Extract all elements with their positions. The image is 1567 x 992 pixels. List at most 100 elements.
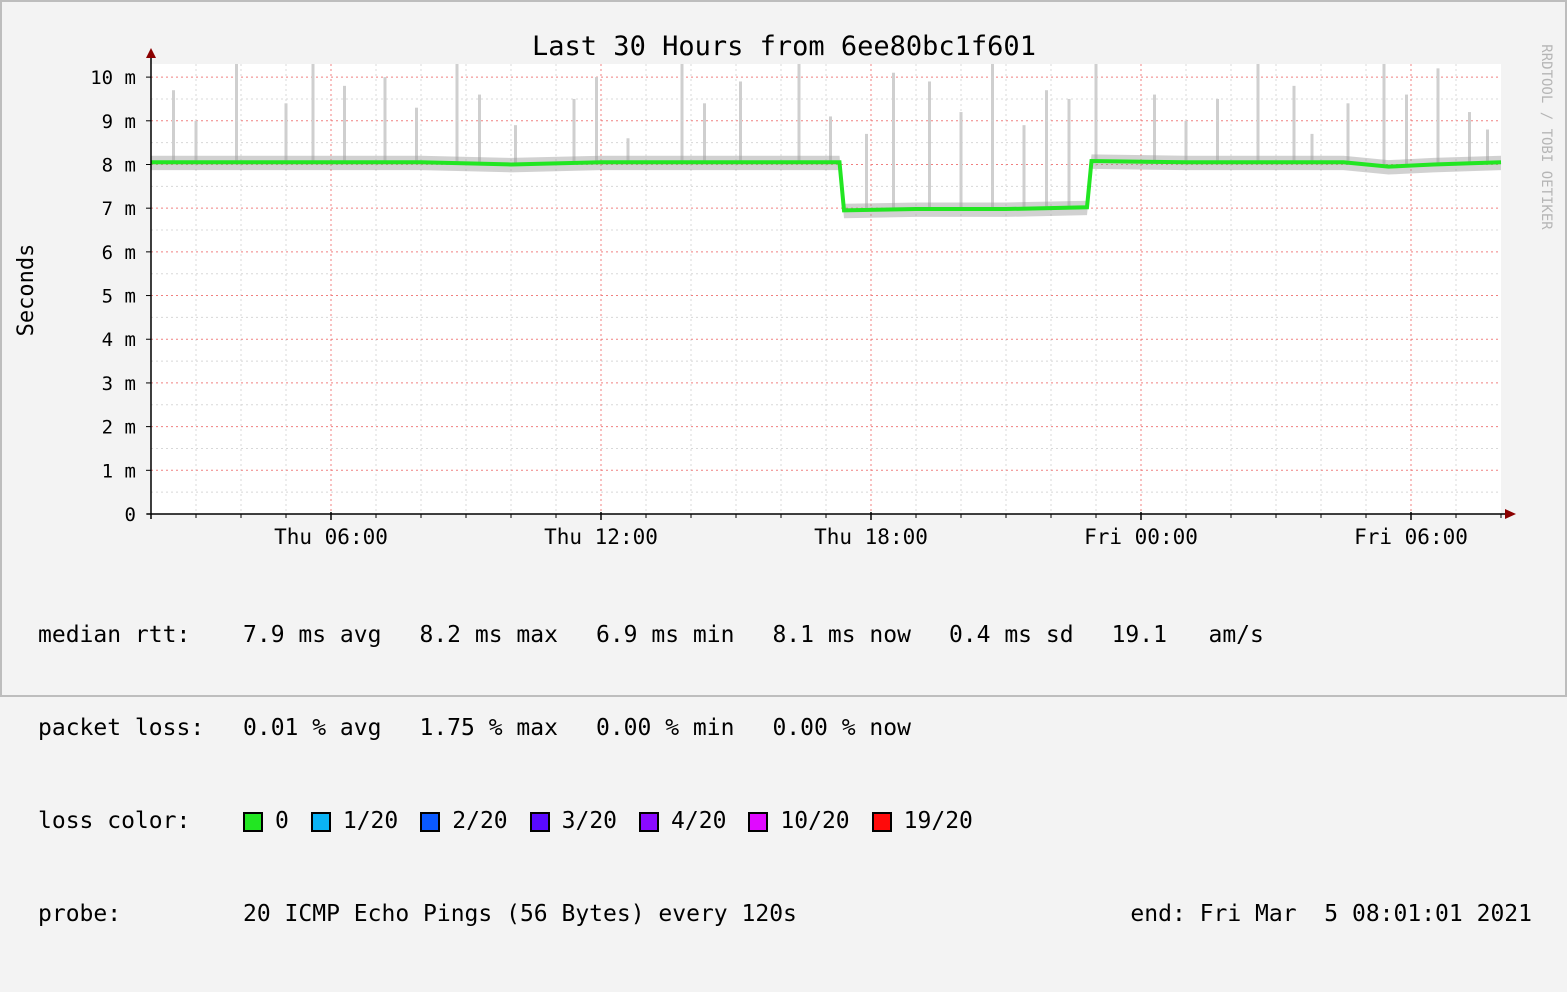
watermark: RRDTOOL / TOBI OETIKER <box>1538 44 1554 230</box>
rtt-spike <box>829 116 832 163</box>
loss-color-value: 2/20 <box>452 808 508 834</box>
loss-color-swatch <box>748 811 769 832</box>
rtt-spike <box>172 90 175 163</box>
median-rtt-amps: 19.1 am/s <box>1111 622 1264 648</box>
x-tick-label: Thu 12:00 <box>544 525 658 549</box>
x-tick-labels: Thu 06:00 Thu 12:00 Thu 18:00 Fri 00:00 Fri … <box>274 525 1468 549</box>
legend-probe: probe: 20 ICMP Echo Pings (56 Bytes) eve… <box>38 899 1532 930</box>
y-tick-label: 7 m <box>102 198 136 220</box>
median-rtt-label: median rtt: <box>38 622 191 648</box>
axes <box>146 48 1516 520</box>
loss-color-label: loss color: <box>38 808 191 834</box>
rtt-spike <box>1256 64 1260 163</box>
x-tick-label: Fri 06:00 <box>1354 525 1468 549</box>
loss-color-swatch <box>871 811 892 832</box>
loss-color-item: 4/20 <box>639 806 726 837</box>
rtt-spike <box>1094 64 1098 162</box>
probe-label: probe: <box>38 901 122 927</box>
rtt-spike <box>739 81 742 163</box>
rtt-spike <box>478 94 481 164</box>
rtt-spike <box>455 64 459 164</box>
loss-color-item: 0 <box>243 806 289 837</box>
rtt-spike <box>383 77 387 163</box>
end-time: end: Fri Mar 5 08:01:01 2021 <box>1130 901 1532 927</box>
chart-frame: 0 1 m 2 m 3 m 4 m 5 m 6 m 7 m 8 m 9 m 10 m Thu 06:… <box>0 0 1567 927</box>
y-tick-label: 4 m <box>102 329 136 351</box>
loss-color-value: 10/20 <box>780 808 850 834</box>
rtt-spike <box>1216 98 1219 163</box>
x-tick-label: Thu 18:00 <box>814 525 928 549</box>
y-tick-label: 10 m <box>90 67 136 89</box>
median-rtt-max: 8.2 ms max <box>419 622 558 648</box>
rtt-spike <box>311 64 315 163</box>
rtt-spike <box>1486 129 1489 163</box>
packet-loss-max: 1.75 % max <box>419 715 558 741</box>
legend-packet-loss: packet loss: 0.01 % avg 1.75 % max 0.00 … <box>38 713 1532 744</box>
y-tick-label: 1 m <box>102 460 136 482</box>
rtt-spike <box>892 72 895 210</box>
packet-loss-min: 0.00 % min <box>595 715 735 741</box>
x-axis-arrow <box>1505 509 1516 519</box>
packet-loss-avg: 0.01 % avg <box>243 715 382 741</box>
loss-color-item: 2/20 <box>420 806 508 837</box>
rtt-spike <box>595 77 598 163</box>
median-rtt-avg: 7.9 ms avg <box>243 622 382 648</box>
rtt-spike <box>514 125 517 165</box>
rtt-spike <box>959 112 963 210</box>
loss-color-swatch <box>529 811 550 832</box>
rtt-spike <box>991 64 994 210</box>
x-tick-label: Fri 00:00 <box>1084 525 1198 549</box>
major-grid <box>151 64 1501 514</box>
rtt-spike <box>1184 120 1188 163</box>
packet-loss-now: 0.00 % now <box>772 715 911 741</box>
y-tick-label: 5 m <box>102 286 136 308</box>
probe-text: 20 ICMP Echo Pings (56 Bytes) every 120s <box>243 901 797 927</box>
rtt-spike <box>415 107 418 163</box>
rtt-spikes <box>172 64 1489 210</box>
loss-color-value: 19/20 <box>903 808 973 834</box>
y-tick-label: 9 m <box>102 111 136 133</box>
rtt-chart: 0 1 m 2 m 3 m 4 m 5 m 6 m 7 m 8 m 9 m 10 m Thu 06:… <box>14 31 1554 549</box>
rtt-spike <box>928 81 931 210</box>
rtt-spike <box>1153 94 1156 162</box>
loss-color-swatch <box>310 811 331 832</box>
rtt-smoke-band <box>151 154 1501 219</box>
rtt-spike <box>1436 68 1440 165</box>
rtt-spike <box>194 120 198 163</box>
y-tick-label: 3 m <box>102 373 136 395</box>
legend: median rtt: 7.9 ms avg 8.2 ms max 6.9 ms… <box>38 558 1532 992</box>
rtt-spike <box>797 64 801 163</box>
packet-loss-label: packet loss: <box>38 715 205 741</box>
loss-color-item: 10/20 <box>748 806 850 837</box>
loss-color-item: 19/20 <box>871 806 973 837</box>
rtt-spike <box>680 64 684 163</box>
legend-loss-color: loss color: 0 1/20 2/20 3/20 4/20 10/20 19/20 <box>38 806 1532 837</box>
rtt-spike <box>1022 125 1026 209</box>
median-line <box>151 158 1502 213</box>
loss-color-value: 0 <box>275 808 289 834</box>
median-rtt-sd: 0.4 ms sd <box>948 622 1074 648</box>
x-tick-label: Thu 06:00 <box>274 525 388 549</box>
y-tick-labels: 0 1 m 2 m 3 m 4 m 5 m 6 m 7 m 8 m 9 m 10 m <box>90 67 136 526</box>
y-tick-label: 6 m <box>102 242 136 264</box>
loss-color-value: 1/20 <box>342 808 399 834</box>
y-axis-label: Seconds <box>14 244 39 337</box>
loss-color-swatch <box>639 811 660 832</box>
y-tick-label: 8 m <box>102 154 136 176</box>
rtt-spike <box>343 85 346 163</box>
loss-color-swatch <box>243 811 263 832</box>
median-rtt-min: 6.9 ms min <box>595 622 735 648</box>
legend-median-rtt: median rtt: 7.9 ms avg 8.2 ms max 6.9 ms… <box>38 620 1532 651</box>
median-rtt-now: 8.1 ms now <box>772 622 911 648</box>
rtt-spike <box>1346 103 1350 163</box>
rtt-spike <box>1045 90 1048 209</box>
loss-color-value: 3/20 <box>561 808 618 834</box>
rtt-spike <box>284 103 288 163</box>
minor-grid <box>151 64 1501 514</box>
y-axis-arrow <box>146 48 156 58</box>
rtt-spike <box>865 133 868 210</box>
y-tick-label: 0 <box>125 504 136 526</box>
rtt-spike <box>572 98 576 163</box>
rtt-spike <box>1468 112 1471 164</box>
rtt-spike <box>1292 85 1296 163</box>
